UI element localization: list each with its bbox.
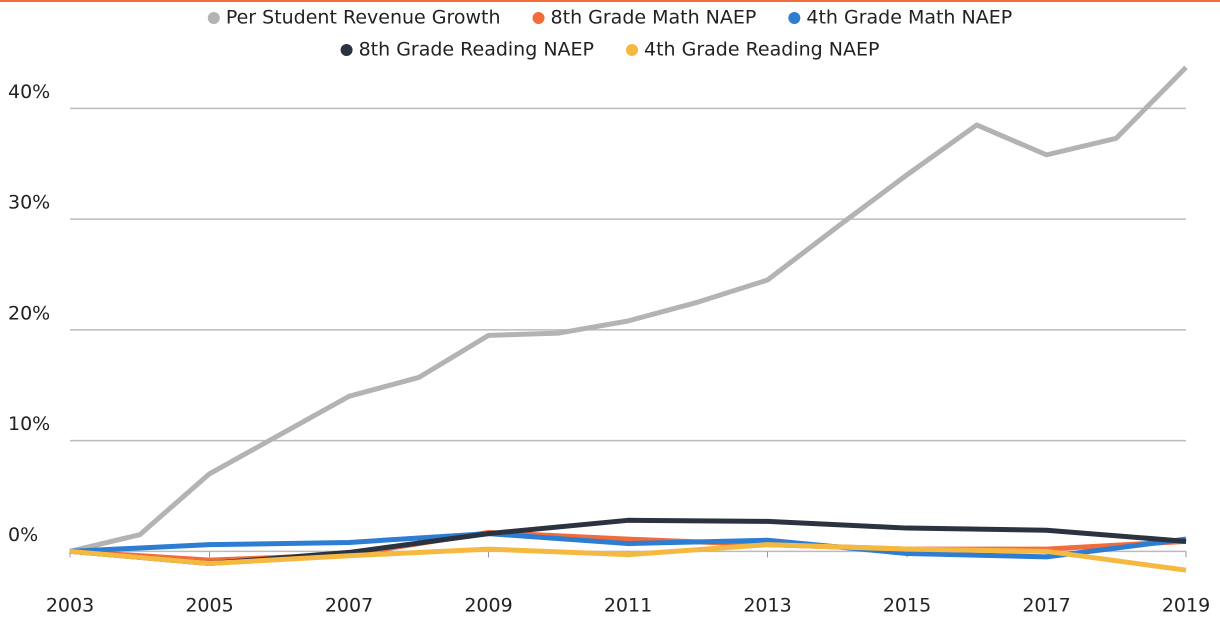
x-tick-label: 2019 — [1162, 595, 1210, 617]
legend-label: Per Student Revenue Growth — [226, 7, 501, 29]
legend-label: 8th Grade Math NAEP — [551, 7, 757, 29]
legend-label: 4th Grade Math NAEP — [806, 7, 1012, 29]
legend-marker — [207, 12, 220, 24]
x-tick-label: 2011 — [604, 595, 652, 617]
x-tick-label: 2003 — [46, 595, 94, 617]
x-tick-label: 2007 — [325, 595, 373, 617]
top-border — [0, 0, 1220, 2]
legend-label: 4th Grade Reading NAEP — [644, 39, 879, 61]
legend-marker — [626, 44, 638, 56]
x-tick-label: 2009 — [464, 595, 512, 617]
x-tick-label: 2017 — [1022, 595, 1070, 617]
x-tick-label: 2005 — [185, 595, 233, 617]
y-tick-label: 40% — [8, 81, 50, 103]
y-tick-label: 0% — [8, 524, 38, 546]
legend-label: 8th Grade Reading NAEP — [359, 39, 594, 61]
series-line — [69, 542, 1187, 573]
series-line — [69, 531, 1187, 560]
series-line — [69, 65, 1188, 554]
legend-marker — [340, 44, 353, 56]
y-tick-label: 20% — [8, 302, 50, 324]
x-tick-label: 2015 — [883, 595, 931, 617]
x-tick-label: 2013 — [743, 595, 791, 617]
y-tick-label: 30% — [8, 192, 50, 214]
legend-marker — [788, 12, 801, 24]
legend-marker — [532, 12, 545, 24]
y-tick-label: 10% — [8, 413, 50, 435]
